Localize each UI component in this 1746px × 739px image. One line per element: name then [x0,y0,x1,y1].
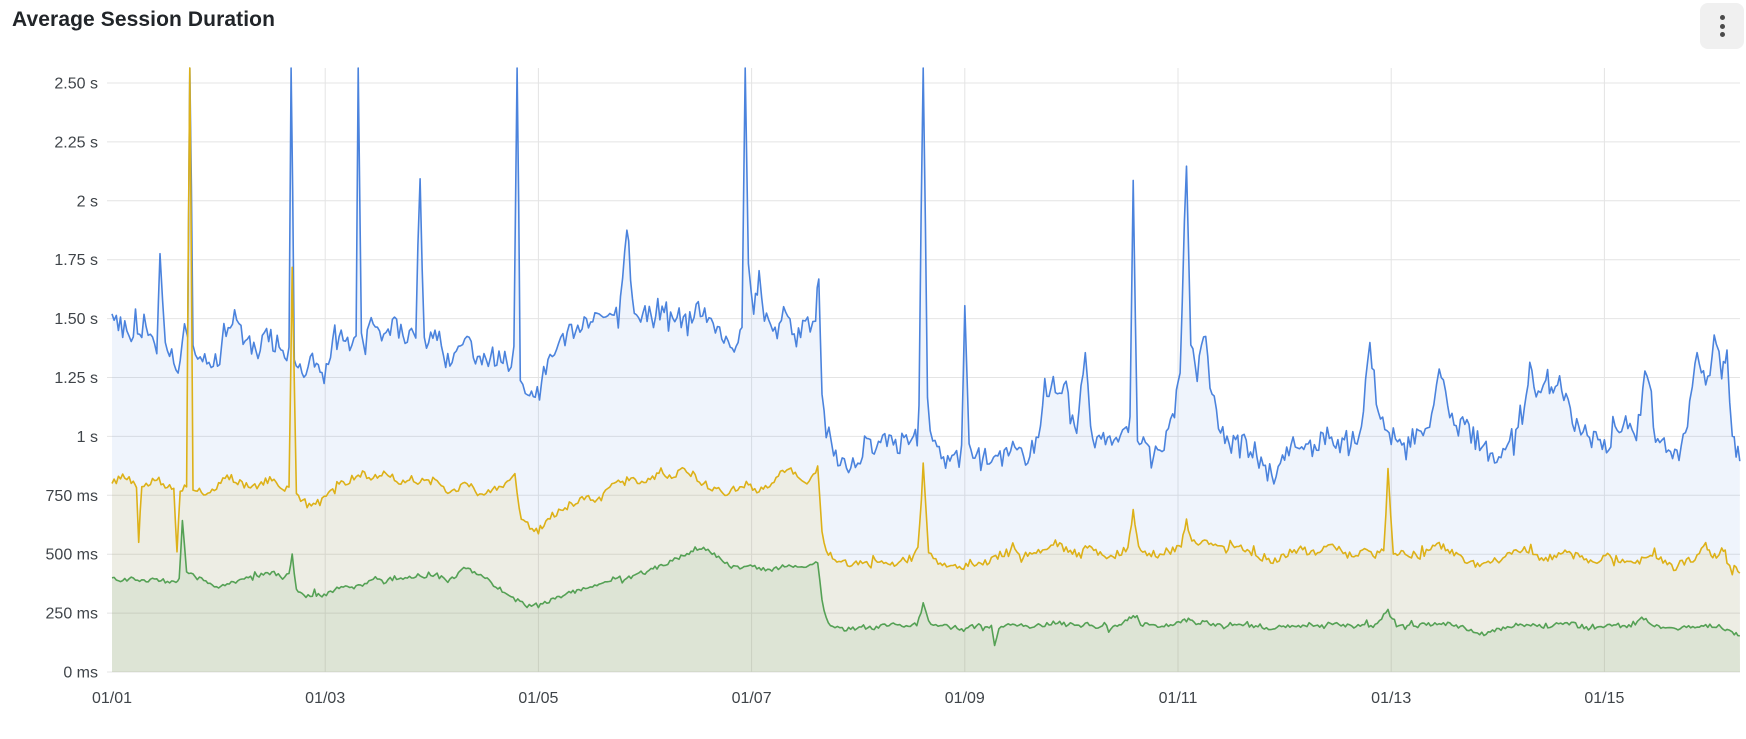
y-axis-tick-label: 750 ms [46,488,98,505]
x-axis-tick-label: 01/01 [92,690,132,707]
x-axis-tick-label: 01/13 [1371,690,1411,707]
x-axis-tick-label: 01/11 [1159,690,1198,707]
x-axis-tick-label: 01/15 [1584,690,1624,707]
y-axis-tick-label: 2.25 s [54,134,98,151]
y-axis-tick-label: 1 s [77,429,98,446]
y-axis-tick-label: 250 ms [46,606,98,623]
y-axis-tick-label: 2 s [77,193,98,210]
kebab-vertical-icon [1719,15,1725,37]
series-blue-line [111,67,1741,485]
x-axis-tick-label: 01/05 [518,690,558,707]
y-axis-tick-label: 1.75 s [54,252,98,269]
panel-menu-button[interactable] [1700,3,1744,49]
series-green-area [112,520,1740,672]
y-axis-tick-label: 2.50 s [54,76,98,93]
series-green-line [111,519,1740,647]
x-axis-tick-label: 01/03 [305,690,345,707]
y-axis-tick-label: 1.25 s [54,370,98,387]
series-lines [111,67,1741,647]
series-gold-area [112,68,1740,672]
page-title: Average Session Duration [12,8,276,31]
y-axis-tick-label: 500 ms [46,547,98,564]
grid [107,68,1740,673]
y-axis-tick-label: 1.50 s [54,311,98,328]
axes: 2.50 s 2.25 s 2 s 1.75 s 1.50 s 1.25 s 1 s 750 … [46,76,1625,708]
y-axis-tick-label: 0 ms [63,665,98,682]
x-axis-tick-label: 01/09 [945,690,985,707]
series-areas [112,68,1740,672]
x-axis-tick-label: 01/07 [732,690,772,707]
series-gold-line [111,67,1741,576]
panel-header: Average Session Duration [0,0,1746,52]
series-blue-area [112,68,1740,672]
